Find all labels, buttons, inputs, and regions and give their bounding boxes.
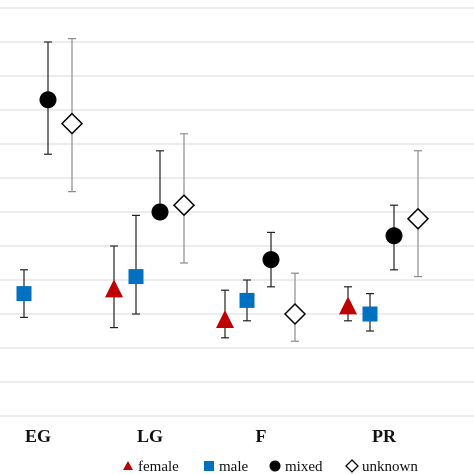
- marker-male-eg: [16, 286, 32, 302]
- legend-label-female: female: [138, 459, 179, 474]
- gridlines: [0, 7, 474, 417]
- category-label-pr: PR: [372, 426, 397, 446]
- legend-item-male: male: [204, 459, 248, 474]
- error-bar-unknown-eg: [68, 37, 76, 193]
- legend: female male mixed unknown: [123, 459, 418, 474]
- legend-item-unknown: unknown: [345, 459, 418, 474]
- marker-male-lg: [128, 269, 144, 285]
- legend-item-female: female: [123, 459, 179, 474]
- marker-mixed-eg: [39, 91, 57, 109]
- marker-female-pr: [339, 296, 357, 315]
- marker-unknown-eg: [60, 112, 84, 135]
- category-label-f: F: [256, 426, 267, 446]
- marker-female-lg: [105, 279, 123, 298]
- error-bar-mixed-lg: [156, 150, 164, 212]
- legend-label-unknown: unknown: [362, 459, 418, 474]
- marker-unknown-f: [283, 302, 307, 326]
- error-bars: [20, 37, 422, 342]
- legend-marker-circle: [269, 460, 281, 472]
- category-label-lg: LG: [137, 426, 163, 446]
- marker-male-pr: [362, 306, 378, 322]
- error-bar-male-lg: [132, 214, 140, 315]
- marker-unknown-pr: [406, 207, 430, 230]
- legend-marker-triangle: [123, 461, 133, 470]
- marker-mixed-f: [262, 251, 280, 269]
- legend-item-mixed: mixed: [269, 459, 323, 474]
- marker-mixed-pr: [385, 227, 403, 245]
- legend-label-male: male: [219, 459, 248, 474]
- marker-female-f: [216, 310, 234, 328]
- marker-unknown-lg: [172, 194, 196, 217]
- legend-marker-diamond: [345, 459, 359, 473]
- category-labels: EG LG F PR: [25, 426, 397, 446]
- data-markers: [16, 91, 430, 328]
- legend-label-mixed: mixed: [285, 459, 323, 474]
- marker-male-f: [239, 292, 255, 308]
- error-bar-mixed-eg: [44, 41, 52, 155]
- category-label-eg: EG: [25, 426, 51, 446]
- legend-marker-square: [204, 461, 214, 471]
- marker-mixed-lg: [151, 203, 169, 221]
